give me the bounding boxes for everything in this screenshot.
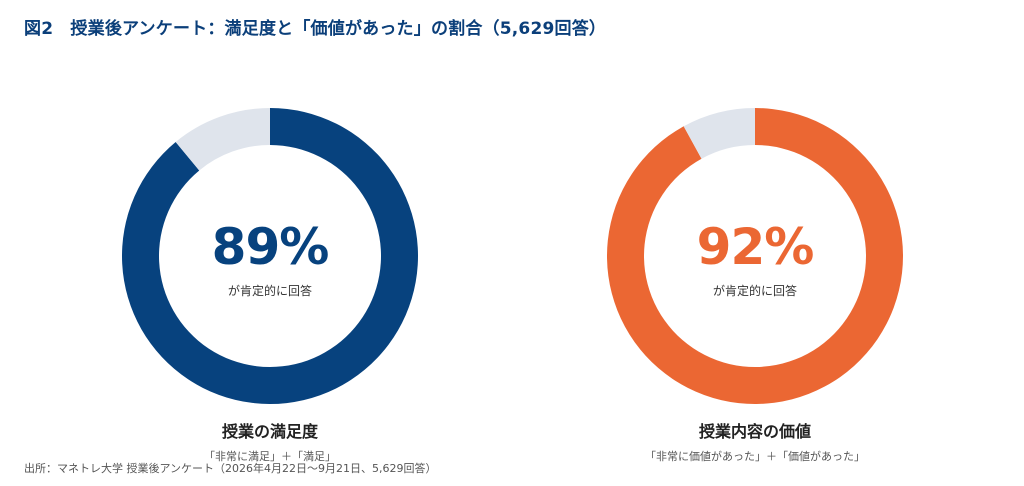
satisfaction-caption: が肯定的に回答 [227,284,312,298]
label-value: 授業内容の価値 「非常に価値があった」＋「価値があった」 [605,418,905,464]
value-title: 授業内容の価値 [698,422,811,441]
value-percent: 92% [696,218,815,276]
figure-title: 図2 授業後アンケート：満足度と「価値があった」の割合（5,629回答） [24,19,607,39]
value-caption: が肯定的に回答 [712,284,797,298]
donut-chart-value [607,108,903,404]
donut-center-value: 92% が肯定的に回答 [655,222,855,299]
satisfaction-percent: 89% [211,218,330,276]
satisfaction-title: 授業の満足度 [221,422,318,441]
donut-slice-other [175,108,270,171]
donut-center-satisfaction: 89% が肯定的に回答 [170,222,370,299]
label-satisfaction: 授業の満足度 「非常に満足」＋「満足」 [120,418,420,464]
satisfaction-subtitle: 「非常に満足」＋「満足」 [204,450,336,463]
donut-slice-other [683,108,755,159]
donut-chart-satisfaction [122,108,418,405]
source-note: 出所：マネトレ大学 授業後アンケート（2026年4月22日〜9月21日、5,62… [24,462,437,475]
value-subtitle: 「非常に価値があった」＋「価値があった」 [645,450,865,463]
